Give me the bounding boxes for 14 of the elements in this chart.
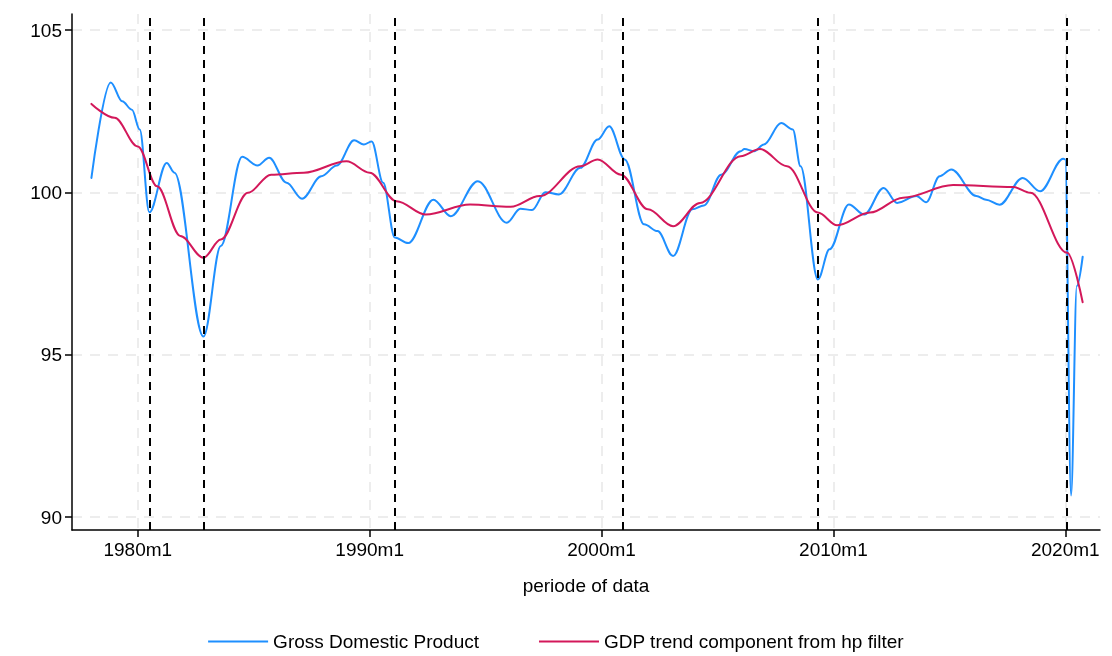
legend-label: Gross Domestic Product	[273, 631, 480, 652]
line-series	[90, 81, 1084, 497]
y-tick-label: 90	[40, 506, 62, 528]
x-tick-label: 1980m1	[103, 539, 173, 560]
x-axis-title: periode of data	[522, 575, 650, 596]
x-tick-label: 1990m1	[335, 539, 405, 560]
x-tick-label: 2010m1	[799, 539, 868, 560]
y-tick-label: 95	[40, 344, 62, 366]
line-series	[90, 102, 1084, 304]
y-tick-label: 105	[30, 19, 62, 41]
y-tick-label: 100	[30, 181, 62, 203]
x-tick-label: 2000m1	[567, 539, 636, 560]
legend-label: GDP trend component from hp filter	[603, 631, 905, 652]
x-tick-label: 2020m1	[1030, 539, 1100, 560]
